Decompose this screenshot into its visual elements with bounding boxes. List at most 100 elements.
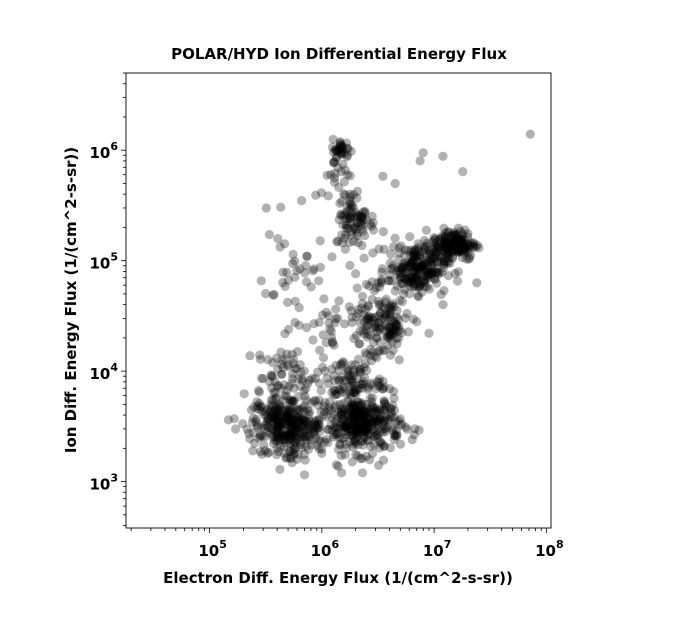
data-point	[468, 238, 478, 248]
data-point	[359, 310, 369, 320]
data-point	[357, 223, 368, 233]
data-point	[426, 269, 436, 279]
data-point	[352, 210, 362, 220]
data-point	[271, 426, 281, 436]
data-point	[273, 417, 284, 427]
data-point	[273, 421, 283, 432]
data-point	[372, 430, 382, 440]
data-point	[340, 244, 350, 254]
data-point	[287, 431, 297, 441]
data-point	[360, 411, 370, 421]
data-point	[295, 431, 306, 442]
data-point	[286, 395, 296, 405]
data-point	[288, 369, 298, 379]
data-point	[410, 267, 420, 277]
data-point	[367, 277, 377, 287]
data-point	[286, 413, 296, 423]
data-point	[295, 440, 306, 450]
data-point	[270, 431, 280, 442]
data-point	[438, 300, 448, 310]
data-point	[414, 252, 425, 262]
data-point	[360, 373, 370, 383]
data-point	[400, 273, 410, 283]
data-point	[428, 270, 438, 280]
data-point	[375, 381, 385, 391]
data-point	[330, 385, 340, 396]
data-point	[268, 358, 278, 368]
data-point	[323, 425, 333, 435]
data-point	[369, 413, 379, 423]
data-point	[402, 424, 412, 434]
data-point	[301, 417, 312, 427]
data-point	[367, 313, 377, 323]
data-point	[446, 244, 457, 254]
data-point	[297, 413, 307, 423]
data-point	[360, 358, 370, 369]
data-point	[432, 278, 442, 288]
data-point	[465, 240, 475, 251]
data-point	[314, 422, 325, 432]
data-point	[387, 263, 397, 273]
data-point	[446, 245, 456, 255]
data-point	[329, 157, 339, 167]
data-point	[377, 439, 387, 449]
data-point	[397, 297, 407, 307]
data-point	[284, 421, 294, 431]
data-point	[448, 231, 458, 241]
data-point	[370, 426, 380, 436]
data-point	[456, 236, 466, 246]
data-point	[454, 235, 464, 245]
data-point	[454, 239, 464, 249]
data-point	[284, 433, 294, 443]
data-point	[282, 412, 292, 422]
data-point	[327, 425, 337, 435]
data-point	[343, 364, 353, 374]
data-point	[439, 263, 449, 273]
data-point	[296, 367, 306, 377]
data-point	[380, 345, 390, 355]
data-point	[273, 414, 283, 424]
data-point	[264, 377, 274, 387]
data-point	[287, 405, 297, 415]
data-point	[439, 259, 449, 269]
data-point	[255, 350, 265, 360]
data-point	[361, 418, 371, 428]
data-point	[351, 417, 361, 427]
data-point	[334, 215, 344, 225]
data-point	[429, 274, 439, 284]
data-point	[344, 195, 354, 205]
data-point	[443, 271, 453, 281]
data-point	[374, 296, 384, 306]
data-point	[350, 418, 361, 428]
data-point	[351, 269, 361, 279]
data-point	[454, 243, 464, 253]
data-point	[329, 385, 339, 395]
data-point	[343, 223, 353, 233]
data-point	[350, 414, 360, 424]
data-point	[450, 244, 460, 254]
data-point	[331, 460, 341, 470]
data-point	[322, 412, 332, 422]
data-point	[357, 379, 367, 389]
data-point	[380, 297, 390, 307]
data-point	[273, 407, 283, 417]
data-point	[255, 447, 265, 457]
data-point	[385, 333, 395, 343]
data-point	[332, 428, 342, 438]
data-point	[329, 158, 339, 168]
data-point	[293, 392, 303, 402]
data-point	[277, 355, 287, 365]
data-point	[347, 400, 357, 410]
data-point	[395, 274, 405, 284]
data-point	[343, 409, 353, 420]
data-point	[389, 302, 399, 312]
data-point	[384, 329, 394, 340]
data-point	[256, 373, 267, 383]
data-point	[336, 209, 346, 219]
data-point	[268, 425, 278, 435]
data-point	[439, 256, 449, 266]
data-point	[269, 438, 279, 449]
data-point	[337, 433, 347, 444]
data-point	[293, 412, 303, 422]
data-point	[402, 273, 413, 283]
